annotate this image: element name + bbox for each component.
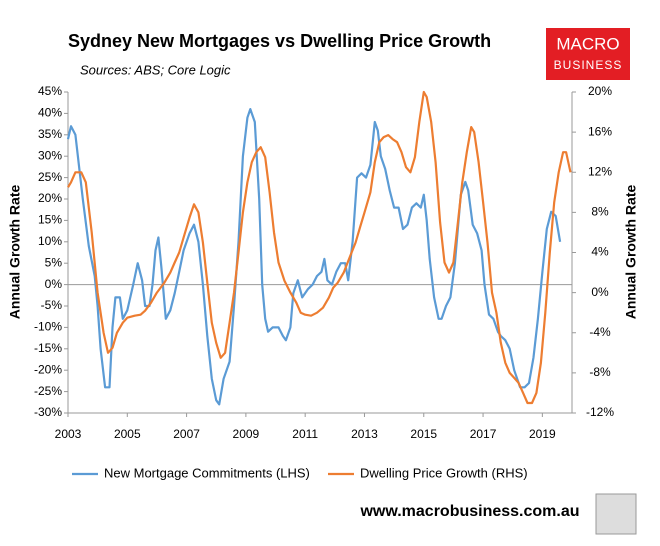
series-line (67, 90, 572, 405)
y-tick-label: 15% (38, 213, 62, 227)
y2-tick-label: -4% (589, 325, 611, 339)
x-tick-label: 2007 (173, 427, 200, 441)
y2-tick-label: 4% (591, 245, 609, 259)
y-tick-label: 20% (38, 191, 62, 205)
y-tick-label: -20% (34, 362, 62, 376)
legend-label: Dwelling Price Growth (RHS) (360, 465, 528, 480)
x-tick-label: 2009 (233, 427, 260, 441)
y-tick-label: 40% (38, 106, 62, 120)
y-tick-label: -15% (34, 341, 62, 355)
y-tick-label: 30% (38, 148, 62, 162)
y-tick-label: 5% (45, 255, 63, 269)
y-tick-label: 45% (38, 84, 62, 98)
y-tick-label: 35% (38, 127, 62, 141)
chart-subtitle: Sources: ABS; Core Logic (80, 62, 231, 77)
y-tick-label: -10% (34, 320, 62, 334)
y-tick-label: 25% (38, 170, 62, 184)
x-tick-label: 2013 (351, 427, 378, 441)
footer: www.macrobusiness.com.au (359, 503, 579, 520)
x-tick-label: 2015 (410, 427, 437, 441)
y-tick-label: -30% (34, 405, 62, 419)
y-axis-title: Annual Growth Rate (7, 185, 23, 320)
x-tick-label: 2003 (55, 427, 82, 441)
x-tick-label: 2019 (529, 427, 556, 441)
chart-title: Sydney New Mortgages vs Dwelling Price G… (68, 31, 491, 51)
series-line (66, 108, 562, 406)
x-tick-label: 2005 (114, 427, 141, 441)
x-tick-label: 2017 (470, 427, 497, 441)
y2-axis-title: Annual Growth Rate (623, 185, 639, 320)
logo (546, 28, 630, 80)
x-tick-label: 2011 (292, 427, 318, 441)
y-tick-label: -25% (34, 384, 62, 398)
y-tick-label: 0% (45, 277, 63, 291)
y2-tick-label: -8% (589, 365, 611, 379)
logo-text: BUSINESS (554, 58, 623, 72)
legend-label: New Mortgage Commitments (LHS) (104, 465, 310, 480)
logo-text: MACRO (556, 34, 619, 53)
y2-tick-label: -12% (586, 405, 614, 419)
y-tick-label: 10% (38, 234, 62, 248)
y2-tick-label: 8% (591, 205, 609, 219)
y-tick-label: -5% (41, 298, 63, 312)
y2-tick-label: 0% (591, 285, 609, 299)
y2-tick-label: 12% (588, 164, 612, 178)
y2-tick-label: 20% (588, 84, 612, 98)
y2-tick-label: 16% (588, 124, 612, 138)
wolf-icon (595, 493, 637, 535)
